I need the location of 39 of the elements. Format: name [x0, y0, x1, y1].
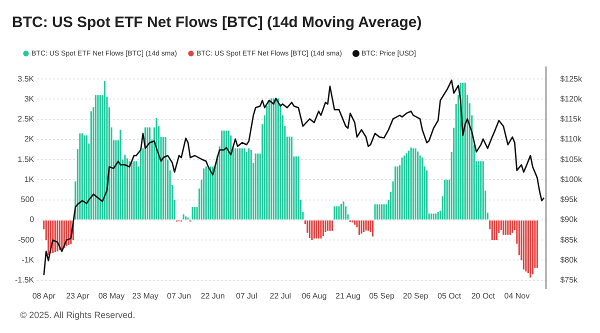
chart-title: BTC: US Spot ETF Net Flows [BTC] (14d Moving Average) [12, 14, 422, 32]
y2-tick-label: $125k [560, 74, 583, 84]
y-tick-label: 500 [20, 195, 35, 204]
y-tick-label: 3.5K [18, 74, 35, 84]
y2-tick-label: $105k [560, 154, 583, 164]
text: © 2025. All Rights Reserved. [20, 310, 136, 320]
y-tick-label: 0 [30, 215, 35, 224]
y-tick-label: 1.5K [18, 154, 35, 164]
x-tick-label: 08 May [98, 291, 125, 300]
x-tick-label: 20 Oct [471, 291, 496, 300]
y2-tick-label: $85k [560, 235, 579, 244]
x-tick-label: 22 Jul [270, 291, 292, 300]
x-tick-label: 05 Oct [438, 291, 462, 300]
y2-tick-label: $110k [560, 134, 582, 144]
y2-tick-label: $115k [560, 114, 582, 124]
y2-tick-label: $80k [560, 255, 579, 264]
x-tick-label: 07 Jun [167, 291, 192, 300]
x-tick-label: 05 Sep [369, 291, 395, 300]
x-tick-label: 23 Apr [66, 291, 90, 300]
y-tick-label: 2.5K [18, 114, 35, 124]
y-tick-label: -1K [22, 255, 35, 264]
y2-tick-label: $95k [560, 195, 579, 204]
y-tick-label: 2K [24, 134, 35, 144]
y-tick-label: 1K [24, 174, 35, 184]
y2-tick-label: $90k [560, 215, 579, 224]
x-tick-label: 20 Sep [402, 291, 429, 300]
x-tick-label: 23 May [132, 291, 158, 300]
x-tick-label: 07 Jul [236, 291, 258, 300]
y-tick-label: -1.5K [14, 276, 35, 285]
x-tick-label: 21 Aug [336, 291, 360, 300]
y2-tick-label: $120k [560, 94, 583, 104]
x-tick-label: 04 Nov [504, 291, 530, 300]
x-tick-label: 22 Jun [200, 291, 225, 300]
x-tick-label: 06 Aug [302, 291, 327, 300]
x-tick-label: 08 Apr [32, 291, 56, 300]
y2-tick-label: $100k [560, 174, 583, 184]
y-tick-label: 3K [24, 94, 35, 104]
y2-tick-label: $75k [560, 276, 579, 285]
y-tick-label: -500 [18, 235, 35, 244]
